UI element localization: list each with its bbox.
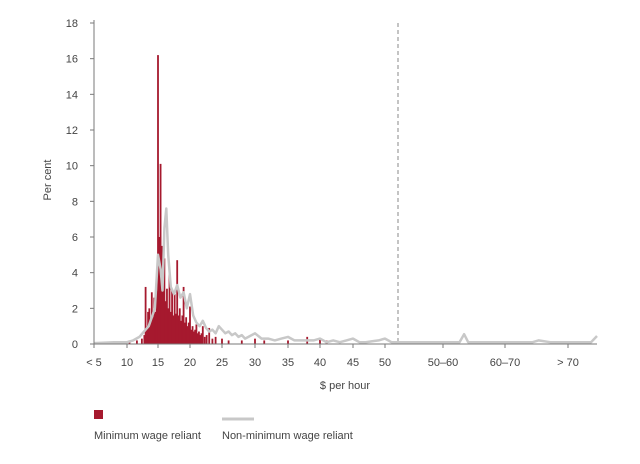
bar [167,308,170,344]
x-axis-title: $ per hour [320,380,370,392]
bar [205,335,208,344]
bar [263,340,266,344]
bar [191,326,194,344]
bar [152,317,154,344]
bar [157,55,159,344]
x-tick-label: 60–70 [490,357,521,369]
bar [136,340,138,344]
bar [192,331,195,344]
bar [155,290,158,344]
bar [200,333,203,344]
legend-label-non-minimum-wage-reliant: Non-minimum wage reliant [222,430,353,442]
bar [189,306,191,344]
bar [172,315,175,344]
bar [182,286,185,344]
bar [221,338,223,344]
x-tick-label: 50 [379,357,391,369]
bar [180,320,182,344]
bar [190,329,193,344]
bar [158,237,161,344]
y-tick-label: 12 [66,125,78,137]
y-tick-label: 10 [66,161,78,173]
bar [183,322,186,344]
line-series-layer [93,207,598,345]
y-tick-label: 0 [72,339,78,351]
x-tick-label: 10 [121,357,133,369]
y-tick-label: 16 [66,54,78,66]
bar [140,338,143,344]
bar [162,283,165,344]
bar [199,335,202,344]
bar [153,297,156,344]
bar [211,338,214,344]
x-tick-label: < 5 [86,357,102,369]
bar [145,327,148,344]
bar [178,308,181,344]
bar [177,315,180,344]
x-tick-label: 15 [152,357,164,369]
y-tick-label: 18 [66,18,78,30]
bar [163,258,166,344]
bar [214,336,217,344]
bar [166,288,168,344]
y-tick-label: 14 [66,89,78,101]
bar [185,317,188,344]
bar [196,333,199,344]
x-tick-label: 20 [184,357,196,369]
bar [195,324,198,344]
bar [227,340,230,344]
bar [254,338,256,344]
bar [175,313,177,344]
bar [208,327,211,344]
bar [143,335,146,344]
y-tick-label: 4 [72,268,78,280]
legend-label-minimum-wage-reliant: Minimum wage reliant [94,430,201,442]
bar [169,311,172,344]
bar [154,311,157,344]
legend: Minimum wage reliant Non-minimum wage re… [94,410,353,442]
bar [160,245,163,344]
bar [164,301,167,344]
x-tick-label: 35 [282,357,294,369]
y-axis-title: Per cent [42,160,54,201]
bar [198,331,200,344]
bar [186,326,189,344]
bar-series-layer [128,55,328,344]
bar [171,290,173,344]
bar [203,336,206,344]
x-tick-label: 40 [314,357,326,369]
bar [173,294,176,344]
bar [201,326,204,344]
bar [287,340,289,344]
bar [187,322,190,344]
bar [149,320,152,344]
x-tick-label: 25 [216,357,228,369]
x-tick-label: 50–60 [428,357,459,369]
bar [144,286,147,344]
y-tick-label: 8 [72,196,78,208]
legend-swatch-minimum-wage-reliant [94,410,103,419]
bar [181,315,184,344]
series-line-non-minimum-wage-reliant [93,207,598,345]
x-tick-label: > 70 [557,357,579,369]
bar [168,269,171,344]
x-tick-label: 45 [347,357,359,369]
bar [319,338,321,344]
bar [240,340,243,344]
y-tick-label: 2 [72,303,78,315]
axes: 0 2 4 6 8 10 12 14 16 18 < 5 10 15 20 25 30 35 40 45 50 50–6… [66,18,597,369]
bar [176,260,179,344]
bar [159,163,162,344]
y-tick-label: 6 [72,232,78,244]
bar [194,329,197,344]
x-tick-label: 30 [249,357,261,369]
